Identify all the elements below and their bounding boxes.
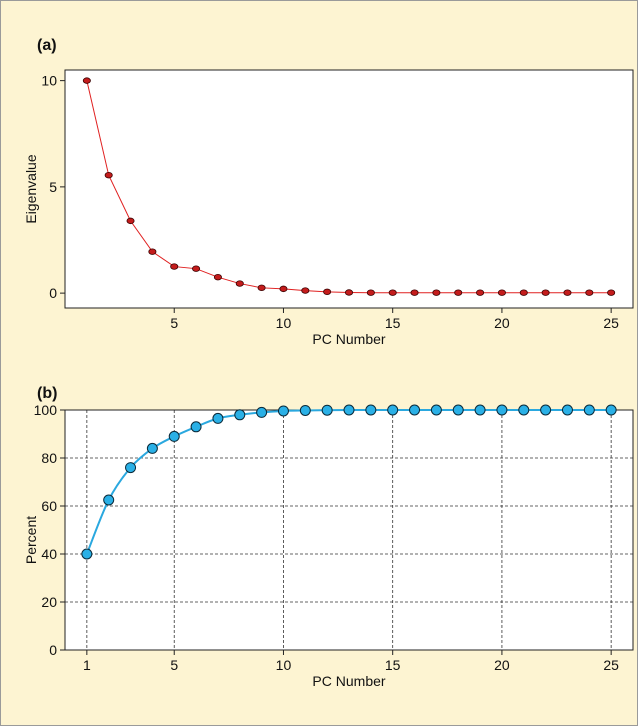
data-point [125, 462, 137, 474]
x-tick-label: 25 [603, 657, 619, 673]
data-point [323, 288, 332, 296]
data-point [541, 289, 550, 296]
y-tick-label: 0 [49, 285, 57, 301]
data-point [474, 404, 486, 416]
data-point [279, 285, 288, 293]
x-axis-label: PC Number [312, 673, 385, 689]
data-point [365, 404, 377, 416]
data-point [497, 289, 506, 296]
panel-a: (a) 5 10 15 20 25 0 5 10 PC Number Eigenvalue [23, 37, 634, 347]
data-point [496, 404, 508, 416]
data-point [366, 289, 375, 296]
data-point [561, 404, 573, 416]
x-axis-label: PC Number [312, 331, 385, 347]
data-point [388, 289, 397, 296]
data-point [126, 217, 135, 225]
data-point [301, 287, 310, 294]
data-point [452, 404, 464, 416]
data-point [563, 289, 572, 296]
data-point [190, 421, 202, 433]
data-point [321, 404, 333, 416]
plot-area [65, 410, 633, 650]
x-tick-label: 15 [385, 657, 401, 673]
data-point [605, 404, 617, 416]
x-tick-label: 10 [276, 657, 292, 673]
data-point [103, 494, 115, 506]
x-tick-label: 15 [385, 315, 401, 331]
y-tick-label: 40 [41, 546, 57, 562]
data-point [343, 404, 355, 416]
x-tick-label: 25 [603, 315, 619, 331]
data-point [454, 289, 463, 296]
data-point [234, 409, 246, 421]
data-point [387, 404, 399, 416]
data-point [540, 404, 552, 416]
data-point [277, 405, 289, 417]
data-point [168, 430, 180, 442]
y-tick-label: 5 [49, 179, 57, 195]
data-point [476, 289, 485, 296]
data-point [81, 548, 93, 560]
data-point [146, 442, 158, 454]
y-tick-label: 100 [34, 402, 58, 418]
data-point [148, 248, 157, 255]
data-point [256, 406, 268, 418]
data-point [192, 265, 201, 272]
data-point [432, 289, 441, 296]
y-tick-label: 60 [41, 498, 57, 514]
x-tick-label: 20 [494, 315, 510, 331]
data-point [519, 289, 528, 296]
x-tick-label: 20 [494, 657, 510, 673]
data-point [257, 284, 266, 292]
data-point [170, 263, 179, 270]
panel-label: (b) [37, 385, 57, 402]
data-point [212, 412, 224, 424]
data-point [344, 289, 353, 296]
data-point [410, 289, 419, 296]
y-axis-label: Percent [23, 516, 39, 564]
data-point [607, 289, 616, 296]
data-point [518, 404, 530, 416]
data-point [583, 404, 595, 416]
panel-label: (a) [37, 37, 57, 54]
y-tick-label: 80 [41, 450, 57, 466]
data-point [104, 171, 113, 179]
data-point [235, 280, 244, 287]
x-tick-label: 10 [276, 315, 292, 331]
y-axis-label: Eigenvalue [23, 154, 39, 223]
y-tick-label: 0 [49, 642, 57, 658]
data-point [299, 404, 311, 416]
data-point [82, 77, 91, 84]
x-tick-label: 1 [83, 657, 91, 673]
data-point [585, 289, 594, 296]
y-tick-label: 20 [41, 594, 57, 610]
data-point [409, 404, 421, 416]
plot-area [64, 69, 634, 309]
data-point [430, 404, 442, 416]
x-tick-label: 5 [170, 315, 178, 331]
y-tick-label: 10 [41, 73, 57, 89]
data-point [213, 273, 222, 281]
x-tick-label: 5 [170, 657, 178, 673]
